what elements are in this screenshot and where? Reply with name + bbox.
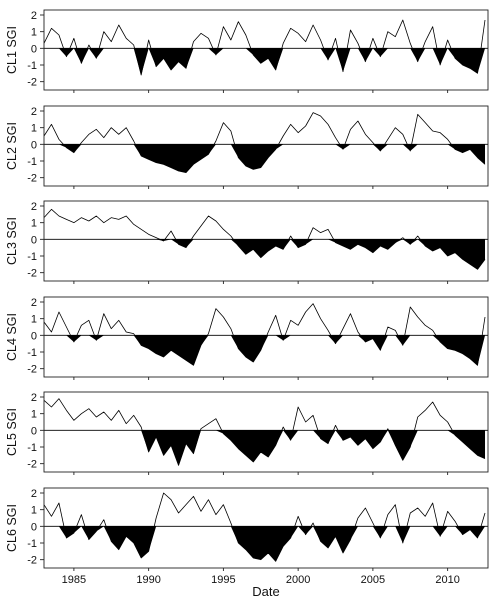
y-tick-label: 1 [31,314,37,326]
y-tick-label: 2 [31,106,37,118]
y-tick-label: -2 [27,268,37,280]
x-axis-label: Date [252,584,279,599]
panel-frame [43,487,489,569]
sgi-series-line [43,112,486,174]
y-tick-label: -1 [27,347,37,359]
y-tick-label: 2 [31,297,37,309]
x-tick-label: 1990 [136,574,160,586]
y-tick-label: -1 [27,538,37,550]
y-tick-label: -2 [27,77,37,89]
panel-cl4: -2 -1 0 1 2 CL4 SGI [5,296,489,380]
y-tick-label: 0 [31,234,37,246]
y-tick-label: -1 [27,251,37,263]
y-tick-label: 1 [31,27,37,39]
y-tick-label: 1 [31,505,37,517]
y-tick-label: -1 [27,442,37,454]
sgi-series-line [43,303,486,366]
x-tick-label: 2005 [361,574,385,586]
panel-cl6: -2 -1 0 1 2 CL6 SGI [5,487,489,571]
sgi-series-line [43,492,486,562]
sgi-series-line [43,398,486,466]
below-zero-area [44,430,486,466]
y-tick-label: 2 [31,201,37,213]
panel-ylabel: CL6 SGI [5,504,19,552]
y-tick-label: 0 [31,43,37,55]
y-tick-label: 1 [31,409,37,421]
y-tick-label: -2 [27,173,37,185]
panel-frame [43,200,489,282]
y-tick-label: 2 [31,488,37,500]
y-tick-label: 2 [31,10,37,22]
panel-cl5: -2 -1 0 1 2 CL5 SGI [5,391,489,475]
x-tick-label: 2000 [286,574,310,586]
y-tick-label: 1 [31,218,37,230]
panel-cl2: -2 -1 0 1 2 CL2 SGI [5,105,489,189]
x-tick-label: 1985 [62,574,86,586]
y-tick-label: -2 [27,459,37,471]
sgi-series-line [43,208,486,270]
panel-cl1: -2 -1 0 1 2 CL1 SGI [5,9,489,93]
y-tick-label: 0 [31,139,37,151]
panel-ylabel: CL5 SGI [5,408,19,456]
panel-ylabel: CL1 SGI [5,26,19,74]
y-tick-label: 2 [31,392,37,404]
x-tick-label: 1995 [211,574,235,586]
x-tick-label: 2010 [435,574,459,586]
panel-cl3: -2 -1 0 1 2 CL3 SGI [5,200,489,284]
y-tick-label: 1 [31,123,37,135]
y-tick-label: -1 [27,156,37,168]
y-tick-label: -1 [27,60,37,72]
below-zero-area [44,526,486,562]
y-tick-label: 0 [31,425,37,437]
below-zero-area [44,48,486,75]
below-zero-area [44,335,486,366]
y-tick-label: 0 [31,521,37,533]
y-tick-label: -2 [27,555,37,567]
panel-frame [43,105,489,187]
below-zero-area [44,144,486,173]
panel-ylabel: CL4 SGI [5,313,19,361]
panel-ylabel: CL3 SGI [5,217,19,265]
panel-frame [43,9,489,91]
panel-ylabel: CL2 SGI [5,122,19,170]
y-tick-label: -2 [27,364,37,376]
panel-frame [43,391,489,473]
sgi-series-line [43,19,486,76]
y-tick-label: 0 [31,330,37,342]
panel-frame [43,296,489,378]
